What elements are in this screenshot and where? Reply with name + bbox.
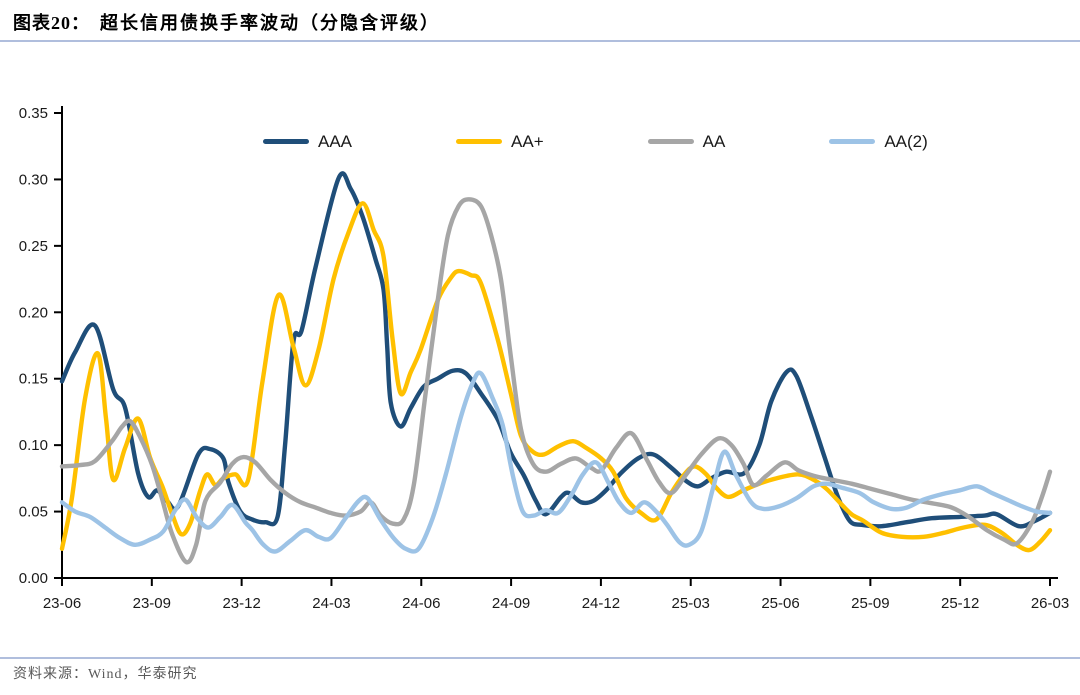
- legend-label: AA+: [511, 132, 544, 151]
- y-tick-label: 0.00: [19, 570, 48, 587]
- page-title: 图表20： 超长信用债换手率波动（分隐含评级）: [13, 9, 440, 35]
- x-tick-label: 24-12: [582, 595, 620, 612]
- legend-swatch-AAA: [263, 139, 309, 144]
- series-line-AA: [59, 197, 1053, 565]
- x-tick-label: 25-06: [761, 595, 799, 612]
- y-tick-label: 0.20: [19, 304, 48, 321]
- x-tick-label: 25-09: [851, 595, 889, 612]
- y-tick-label: 0.25: [19, 238, 48, 255]
- chart-number-label: 图表20：: [13, 13, 90, 33]
- legend-swatch-AA: [647, 139, 694, 144]
- x-tick-label: 24-03: [312, 595, 350, 612]
- y-tick-label: 0.15: [19, 371, 48, 388]
- y-tick-label: 0.10: [19, 437, 48, 454]
- x-tick-label: 25-12: [941, 595, 979, 612]
- legend: AAA AA+ AA AA(2): [263, 133, 928, 150]
- y-tick-label: 0.35: [19, 105, 48, 122]
- chart-title-text: 超长信用债换手率波动（分隐含评级）: [100, 13, 440, 33]
- x-tick-label: 25-03: [672, 595, 710, 612]
- legend-swatch-AA(2): [829, 139, 876, 144]
- legend-label: AAA: [318, 132, 353, 151]
- footer-divider: [0, 657, 1080, 659]
- title-divider: [0, 40, 1080, 42]
- y-tick-label: 0.30: [19, 171, 48, 188]
- legend-item-AA: AA: [647, 132, 726, 151]
- legend-swatch-AA+: [456, 139, 503, 144]
- x-tick-label: 24-09: [492, 595, 530, 612]
- x-tick-label: 23-06: [43, 595, 81, 612]
- legend-label: AA: [702, 132, 726, 151]
- y-tick-label: 0.05: [19, 504, 48, 521]
- series-line-AAA: [59, 171, 1053, 529]
- x-tick-label: 23-12: [222, 595, 260, 612]
- legend-label: AA(2): [884, 132, 928, 151]
- source-note: 资料来源：Wind，华泰研究: [13, 667, 198, 682]
- legend-item-AAA: AAA: [263, 133, 352, 150]
- x-tick-label: 26-03: [1031, 595, 1069, 612]
- x-tick-label: 24-06: [402, 595, 440, 612]
- legend-item-AA(2): AA(2): [829, 132, 928, 151]
- series-line-AA(2): [59, 370, 1053, 554]
- x-tick-label: 23-09: [133, 595, 171, 612]
- legend-item-AA+: AA+: [456, 133, 544, 150]
- series-line-AA+: [59, 201, 1053, 553]
